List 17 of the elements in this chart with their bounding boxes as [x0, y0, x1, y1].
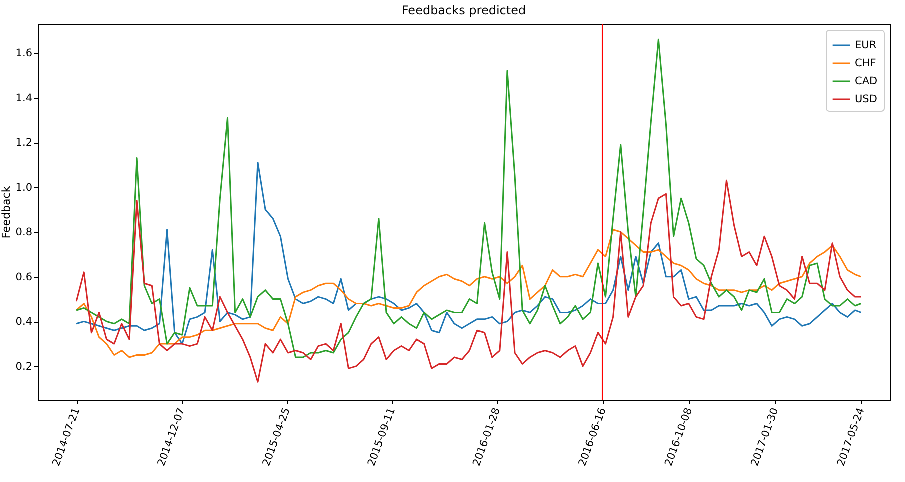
y-tick-label: 1.4	[16, 92, 33, 104]
legend-label: USD	[855, 94, 878, 106]
y-axis-title: Feedback	[0, 186, 13, 239]
y-tick-label: 0.6	[16, 271, 33, 284]
line-series	[76, 180, 862, 383]
chart-title: Feedbacks predicted	[402, 3, 526, 18]
line-series	[76, 162, 862, 345]
y-tick-label: 0.8	[16, 226, 32, 239]
legend-label: EUR	[855, 40, 877, 52]
y-tick-label: 0.4	[16, 316, 33, 328]
legend-label: CHF	[855, 58, 876, 70]
legend-label: CAD	[855, 76, 878, 88]
y-tick-label: 1.6	[16, 48, 33, 60]
y-tick-label: 1.0	[16, 182, 32, 194]
y-tick-label: 0.2	[16, 360, 32, 373]
line-series	[76, 229, 862, 358]
y-tick-label: 1.2	[16, 137, 32, 150]
